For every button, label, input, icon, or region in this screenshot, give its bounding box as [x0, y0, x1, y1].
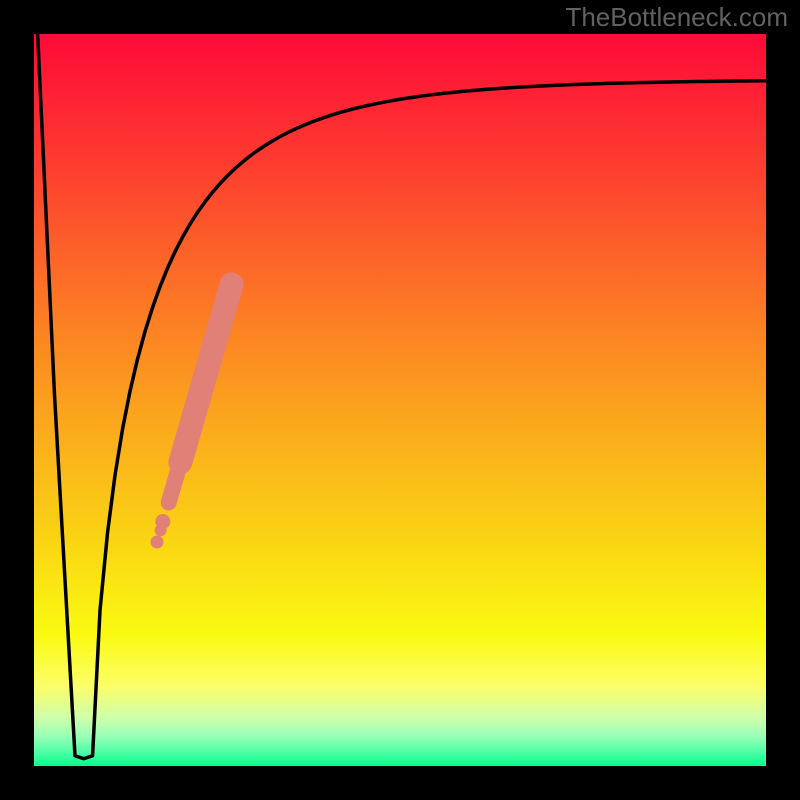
watermark-text: TheBottleneck.com — [565, 2, 788, 33]
chart-frame: TheBottleneck.com — [0, 0, 800, 800]
bottleneck-curve-chart — [0, 0, 800, 800]
